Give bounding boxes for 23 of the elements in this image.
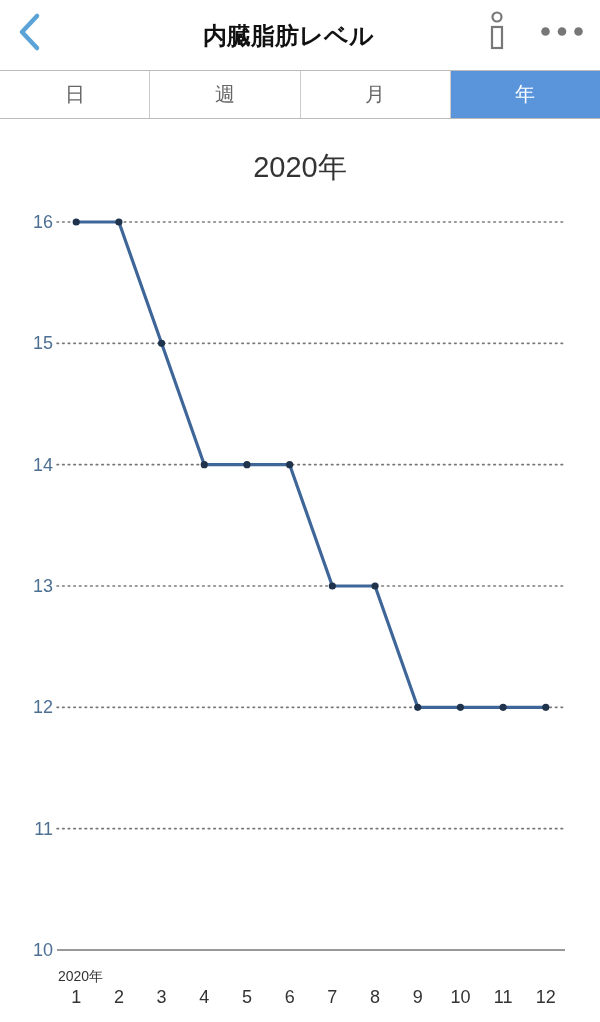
xtick-label: 4: [199, 987, 210, 1007]
xtick-label: 5: [241, 987, 252, 1007]
ytick-label: 16: [32, 212, 53, 232]
xtick-label: 2: [113, 987, 124, 1007]
xtick-label: 6: [284, 987, 295, 1007]
xtick-label: 10: [450, 987, 471, 1007]
more-button[interactable]: [541, 27, 583, 36]
ytick-label: 12: [32, 697, 53, 718]
ytick-label: 14: [32, 454, 53, 475]
xtick-label: 7: [327, 987, 338, 1007]
xtick-label: 9: [412, 987, 423, 1007]
ytick-label: 13: [32, 576, 53, 596]
xtick-label: 11: [493, 987, 513, 1007]
xtick-label: 3: [156, 987, 167, 1007]
ytick-label: 15: [32, 333, 53, 354]
xtick-label: 12: [535, 987, 556, 1007]
xtick-label: 8: [370, 987, 381, 1007]
ytick-label: 10: [32, 940, 53, 960]
xtick-label: 1: [71, 987, 82, 1007]
title: 内臓脂肪レベル: [201, 21, 375, 51]
ytick-label: 11: [34, 818, 53, 839]
subtitle: 2020年: [253, 151, 347, 183]
x-axis-label: 2020年: [58, 968, 104, 984]
